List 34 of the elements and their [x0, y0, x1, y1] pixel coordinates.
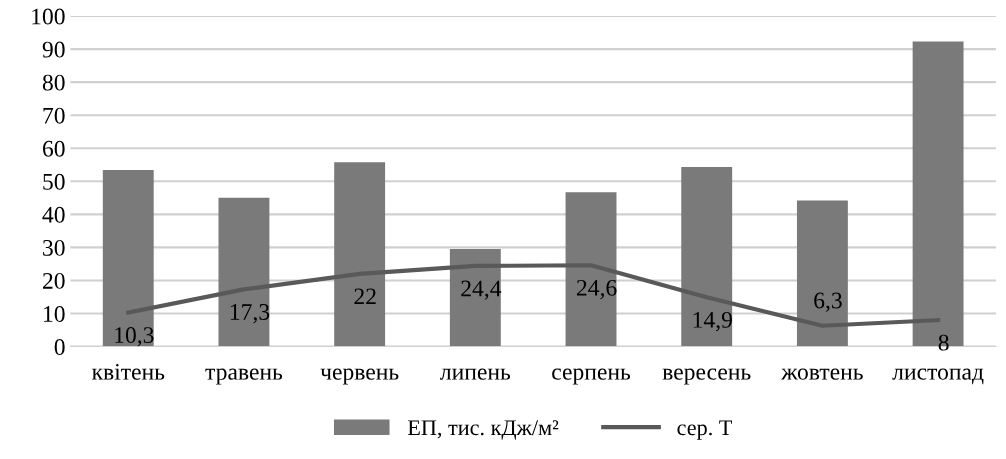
x-tick-label: червень: [320, 368, 399, 385]
y-tick-label: 40: [42, 206, 65, 223]
bar: [218, 197, 270, 347]
y-tick-label: 90: [42, 41, 65, 58]
bar: [102, 170, 154, 347]
data-label: 17,3: [230, 304, 270, 324]
x-tick-label: серпень: [552, 368, 631, 385]
y-tick-label: 60: [42, 140, 65, 157]
x-tick-label: квітень: [92, 363, 165, 380]
bar: [796, 200, 848, 347]
bar: [449, 249, 501, 347]
y-tick-label: 0: [54, 339, 65, 355]
x-tick-label: вересень: [662, 368, 751, 385]
x-tick-label: жовтень: [781, 368, 863, 380]
y-tick-label: 30: [43, 239, 65, 256]
data-label: 24,4: [461, 280, 502, 300]
y-tick-label: 20: [42, 272, 65, 289]
x-tick-label: листопад: [892, 368, 984, 385]
bar: [334, 162, 386, 347]
data-label: 10,3: [115, 327, 154, 347]
legend-label: сер. Т: [677, 420, 733, 440]
bar: [565, 192, 617, 347]
y-tick-label: 10: [44, 305, 65, 322]
data-label: 22: [354, 288, 376, 305]
data-label: 14,9: [693, 311, 732, 332]
y-tick-label: 50: [43, 173, 65, 190]
bar: [681, 167, 733, 347]
x-tick-label: травень: [205, 368, 283, 385]
y-tick-label: 70: [43, 107, 65, 124]
x-tick-label: липень: [440, 368, 511, 380]
y-tick-label: 100: [32, 8, 65, 25]
y-tick-label: 80: [42, 74, 65, 91]
legend-label: ЕП, тис. кДж/м²: [407, 420, 559, 440]
data-label: 6,3: [814, 292, 842, 312]
